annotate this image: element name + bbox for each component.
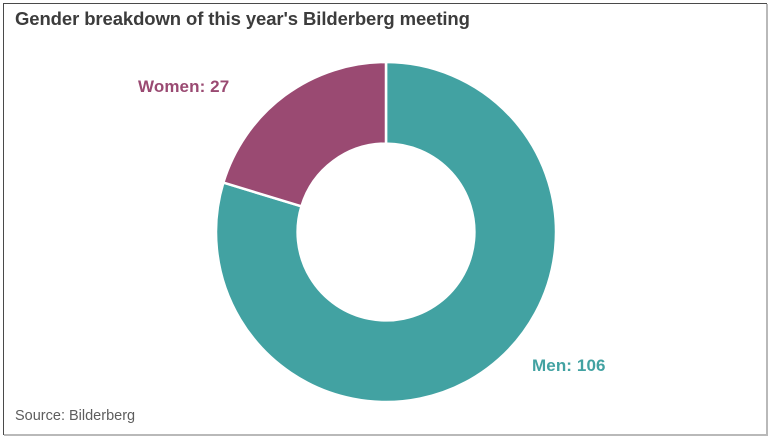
donut-chart-svg [216,62,556,402]
slice-label-men: Men: 106 [532,356,606,375]
donut-slices [216,62,556,402]
donut-slice-men[interactable] [216,62,556,402]
donut-chart [216,62,556,402]
donut-slice-women[interactable] [221,62,388,208]
slice-label-women: Women: 27 [138,77,230,96]
page-title: Gender breakdown of this year's Bilderbe… [15,8,470,29]
source-note: Source: Bilderberg [15,408,136,424]
